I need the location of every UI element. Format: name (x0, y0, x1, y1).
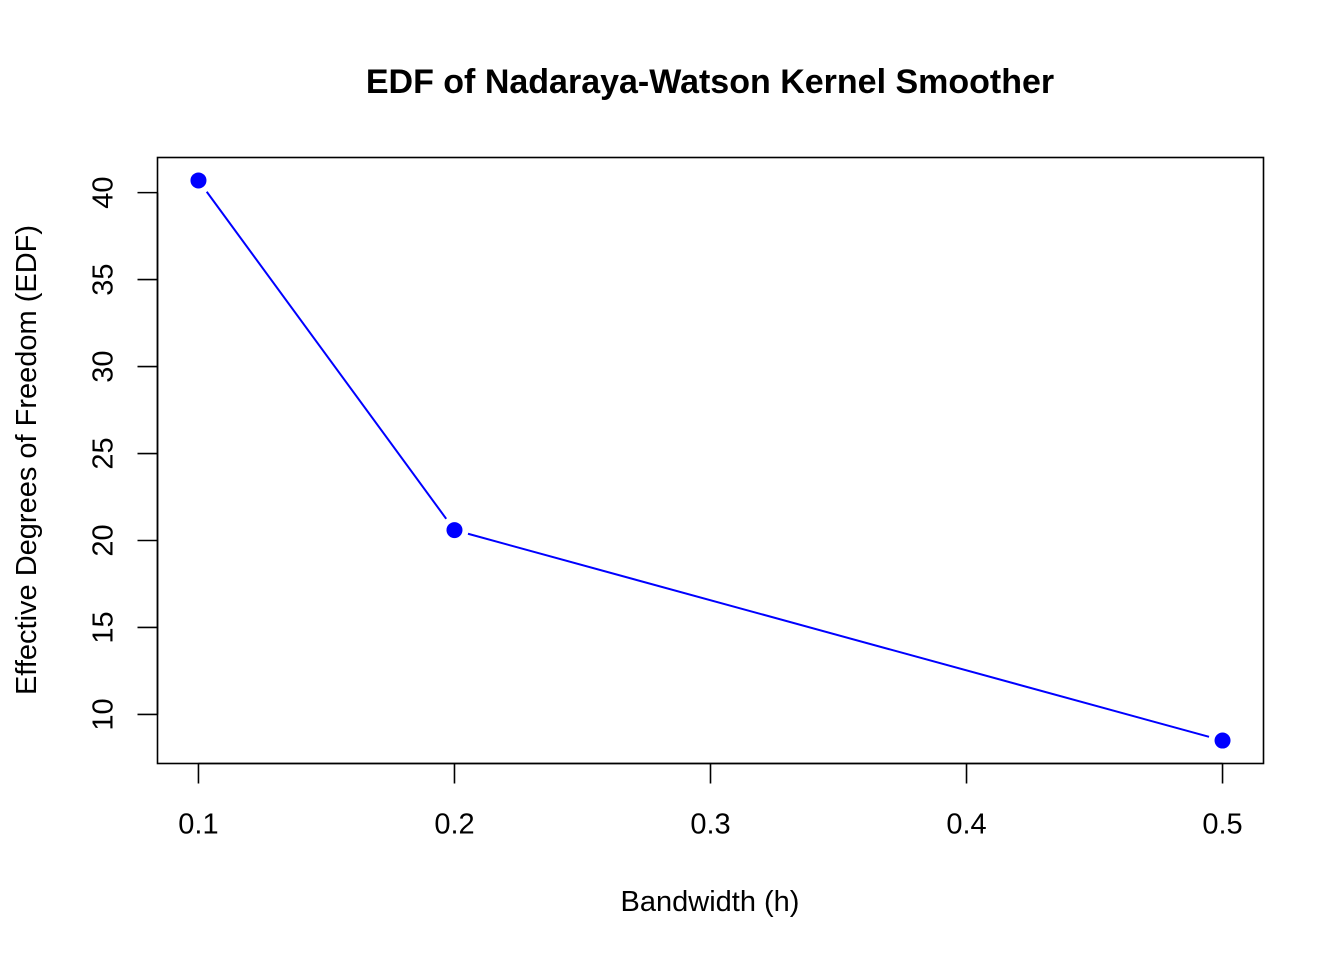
y-tick-label: 15 (88, 611, 120, 643)
y-tick-label: 35 (88, 263, 120, 295)
series-line-segment (205, 191, 448, 520)
x-tick-label: 0.2 (434, 809, 474, 841)
y-axis: 10 15 20 25 30 35 40 (88, 177, 159, 731)
y-tick-label: 10 (88, 698, 120, 730)
y-tick-label: 25 (88, 437, 120, 469)
y-tick-label: 40 (88, 177, 120, 209)
x-tick-label: 0.1 (178, 809, 218, 841)
plot-area-frame (156, 156, 1265, 765)
x-tick-label: 0.5 (1202, 809, 1242, 841)
x-axis: 0.1 0.2 0.3 0.4 0.5 (178, 762, 1243, 841)
y-tick-label: 30 (88, 350, 120, 382)
y-tick-label: 20 (88, 524, 120, 556)
series-layer (190, 172, 1231, 749)
chart-title: EDF of Nadaraya-Watson Kernel Smoother (366, 63, 1054, 101)
x-tick-label: 0.4 (946, 809, 986, 841)
y-axis-label: Effective Degrees of Freedom (EDF) (11, 225, 43, 695)
x-tick-label: 0.3 (690, 809, 730, 841)
data-point (1214, 732, 1231, 749)
series-line-segment (467, 532, 1210, 738)
x-axis-label: Bandwidth (h) (621, 886, 800, 918)
data-point (446, 522, 463, 539)
data-point (190, 172, 207, 189)
